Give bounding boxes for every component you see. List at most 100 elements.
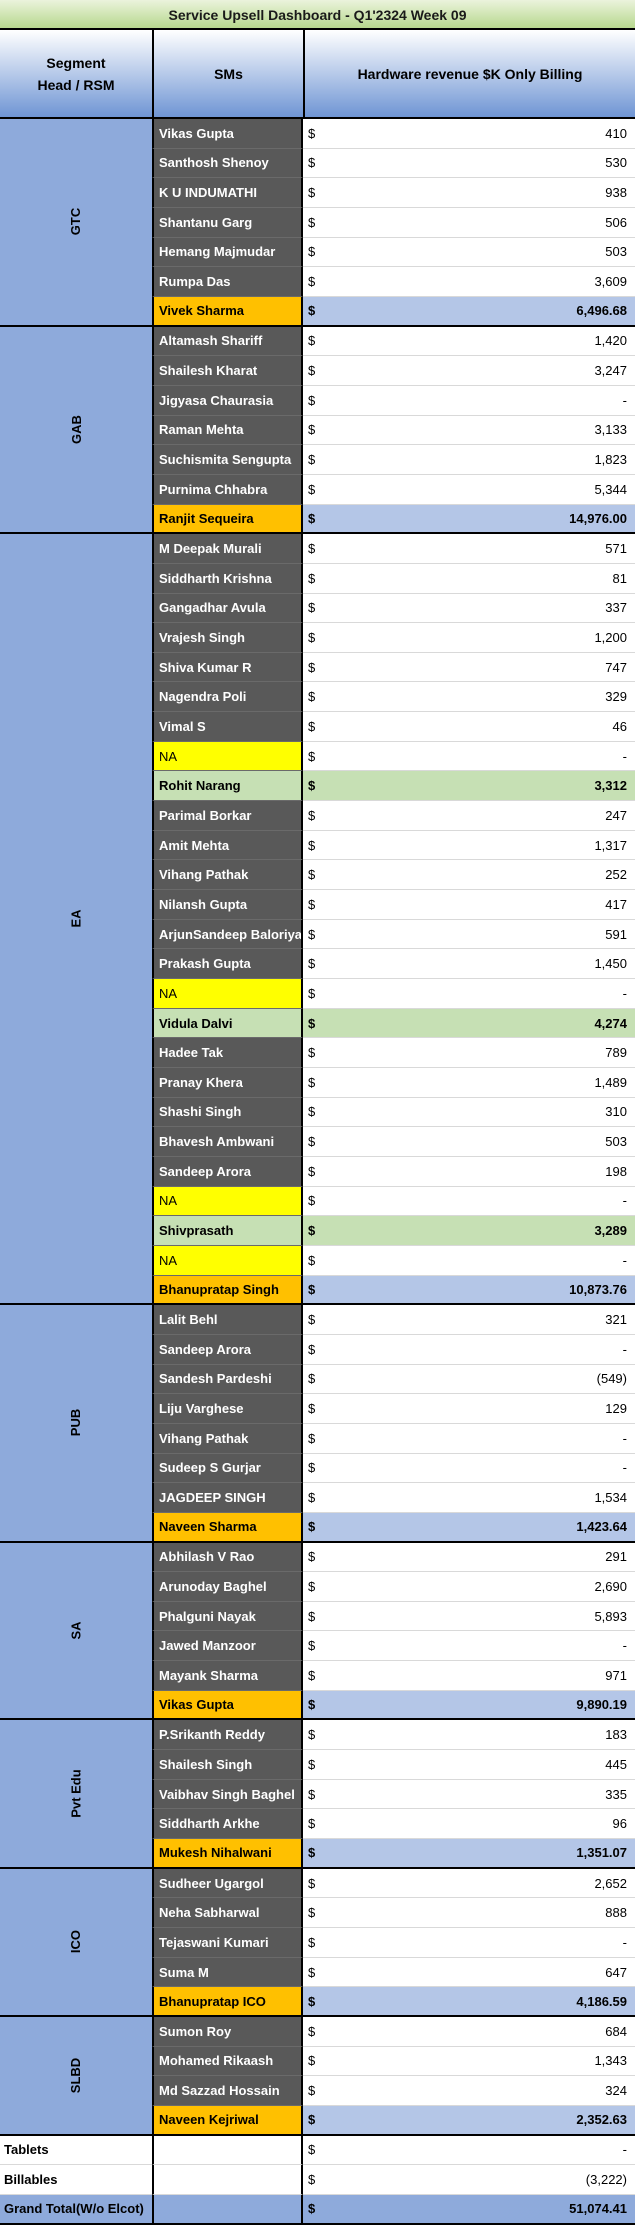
revenue-value: 3,247 bbox=[594, 363, 627, 379]
revenue-cell: $9,890.19 bbox=[303, 1690, 635, 1721]
currency-symbol: $ bbox=[308, 956, 316, 972]
currency-symbol: $ bbox=[308, 778, 316, 794]
revenue-cell: $ - bbox=[303, 1334, 635, 1365]
sm-name: Hadee Tak bbox=[152, 1038, 303, 1068]
revenue-cell: $51,074.41 bbox=[303, 2194, 635, 2225]
currency-symbol: $ bbox=[308, 1163, 316, 1179]
currency-symbol: $ bbox=[308, 1993, 316, 2009]
revenue-cell: $ - bbox=[303, 979, 635, 1009]
sm-name: Hemang Majmudar bbox=[152, 237, 303, 268]
rsm-name: Shivprasath bbox=[152, 1216, 303, 1246]
revenue-value: - bbox=[622, 985, 627, 1001]
currency-symbol: $ bbox=[308, 2053, 316, 2069]
sm-name: Vihang Pathak bbox=[152, 1423, 303, 1454]
revenue-cell: $888 bbox=[303, 1898, 635, 1929]
sm-name: Sudheer Ugargol bbox=[152, 1868, 303, 1899]
revenue-cell: $ - bbox=[303, 1631, 635, 1662]
currency-symbol: $ bbox=[308, 1134, 316, 1150]
currency-symbol: $ bbox=[308, 1845, 316, 1861]
revenue-cell: $445 bbox=[303, 1750, 635, 1780]
currency-symbol: $ bbox=[308, 1905, 316, 1921]
revenue-value: 14,976.00 bbox=[569, 510, 627, 526]
sm-name: NA bbox=[152, 1186, 303, 1217]
revenue-value: 747 bbox=[605, 659, 627, 675]
revenue-value: - bbox=[622, 1430, 627, 1446]
currency-symbol: $ bbox=[308, 926, 316, 942]
header-sms: SMs bbox=[152, 30, 303, 117]
currency-symbol: $ bbox=[308, 303, 316, 319]
revenue-value: 888 bbox=[605, 1905, 627, 1921]
revenue-value: 51,074.41 bbox=[569, 2201, 627, 2217]
revenue-cell: $1,489 bbox=[303, 1068, 635, 1098]
sm-name: Vrajesh Singh bbox=[152, 623, 303, 653]
revenue-value: 5,344 bbox=[594, 481, 627, 497]
currency-symbol: $ bbox=[308, 1074, 316, 1090]
sm-name: ArjunSandeep Baloriya bbox=[152, 919, 303, 950]
revenue-cell: $ - bbox=[303, 1423, 635, 1454]
currency-symbol: $ bbox=[308, 1786, 316, 1802]
currency-symbol: $ bbox=[308, 837, 316, 853]
segment-cell-pub: PUB bbox=[0, 1305, 152, 1543]
segment-label: PUB bbox=[68, 1409, 84, 1437]
revenue-cell: $ - bbox=[303, 741, 635, 772]
currency-symbol: $ bbox=[308, 1934, 316, 1950]
revenue-value: 3,609 bbox=[594, 274, 627, 290]
revenue-value: - bbox=[622, 2142, 627, 2158]
revenue-value: 291 bbox=[605, 1549, 627, 1565]
currency-symbol: $ bbox=[308, 1964, 316, 1980]
currency-symbol: $ bbox=[308, 274, 316, 290]
revenue-table: GTC Vikas Gupta $410 Santhosh Shenoy $530 K U… bbox=[0, 119, 635, 2225]
revenue-cell: $1,420 bbox=[303, 326, 635, 357]
revenue-value: 81 bbox=[612, 570, 627, 586]
sm-name: Vihang Pathak bbox=[152, 860, 303, 891]
revenue-value: 647 bbox=[605, 1964, 627, 1980]
revenue-value: 1,351.07 bbox=[576, 1845, 627, 1861]
revenue-value: 503 bbox=[605, 1134, 627, 1150]
revenue-cell: $2,690 bbox=[303, 1572, 635, 1602]
revenue-value: 1,200 bbox=[594, 629, 627, 645]
revenue-value: 321 bbox=[605, 1312, 627, 1328]
sm-name: Nilansh Gupta bbox=[152, 890, 303, 920]
sm-name: Amit Mehta bbox=[152, 830, 303, 861]
currency-symbol: $ bbox=[308, 1223, 316, 1239]
revenue-cell: $ - bbox=[303, 1453, 635, 1484]
revenue-value: 684 bbox=[605, 2023, 627, 2039]
revenue-value: 337 bbox=[605, 600, 627, 616]
footer-label: Tablets bbox=[0, 2135, 152, 2166]
sm-name: JAGDEEP SINGH bbox=[152, 1483, 303, 1513]
sm-name: Rumpa Das bbox=[152, 267, 303, 297]
sm-name: Md Sazzad Hossain bbox=[152, 2076, 303, 2106]
revenue-cell: $247 bbox=[303, 801, 635, 831]
rsm-name: Vidula Dalvi bbox=[152, 1008, 303, 1039]
currency-symbol: $ bbox=[308, 1816, 316, 1832]
currency-symbol: $ bbox=[308, 867, 316, 883]
revenue-cell: $291 bbox=[303, 1542, 635, 1573]
footer-label: Grand Total(W/o Elcot) bbox=[0, 2194, 152, 2225]
revenue-value: 410 bbox=[605, 125, 627, 141]
currency-symbol: $ bbox=[308, 1045, 316, 1061]
currency-symbol: $ bbox=[308, 1341, 316, 1357]
sm-name: Purnima Chhabra bbox=[152, 474, 303, 505]
sm-name: Prakash Gupta bbox=[152, 949, 303, 980]
segment-label: SA bbox=[68, 1621, 84, 1640]
sm-name: Gangadhar Avula bbox=[152, 593, 303, 624]
revenue-value: 938 bbox=[605, 185, 627, 201]
revenue-value: 3,289 bbox=[594, 1223, 627, 1239]
currency-symbol: $ bbox=[308, 363, 316, 379]
sm-name: P.Srikanth Reddy bbox=[152, 1720, 303, 1751]
revenue-value: 445 bbox=[605, 1756, 627, 1772]
currency-symbol: $ bbox=[308, 1608, 316, 1624]
revenue-cell: $10,873.76 bbox=[303, 1275, 635, 1306]
segment-cell-pvt-edu: Pvt Edu bbox=[0, 1720, 152, 1869]
revenue-value: 530 bbox=[605, 155, 627, 171]
revenue-value: 198 bbox=[605, 1163, 627, 1179]
table-header: Segment Head / RSM SMs Hardware revenue … bbox=[0, 30, 635, 119]
sm-name: Arunoday Baghel bbox=[152, 1572, 303, 1602]
revenue-cell: $3,312 bbox=[303, 771, 635, 802]
currency-symbol: $ bbox=[308, 1460, 316, 1476]
revenue-cell: $417 bbox=[303, 890, 635, 920]
revenue-cell: $4,186.59 bbox=[303, 1987, 635, 2017]
revenue-cell: $ - bbox=[303, 1928, 635, 1958]
currency-symbol: $ bbox=[308, 807, 316, 823]
sm-name: Vikas Gupta bbox=[152, 119, 303, 149]
